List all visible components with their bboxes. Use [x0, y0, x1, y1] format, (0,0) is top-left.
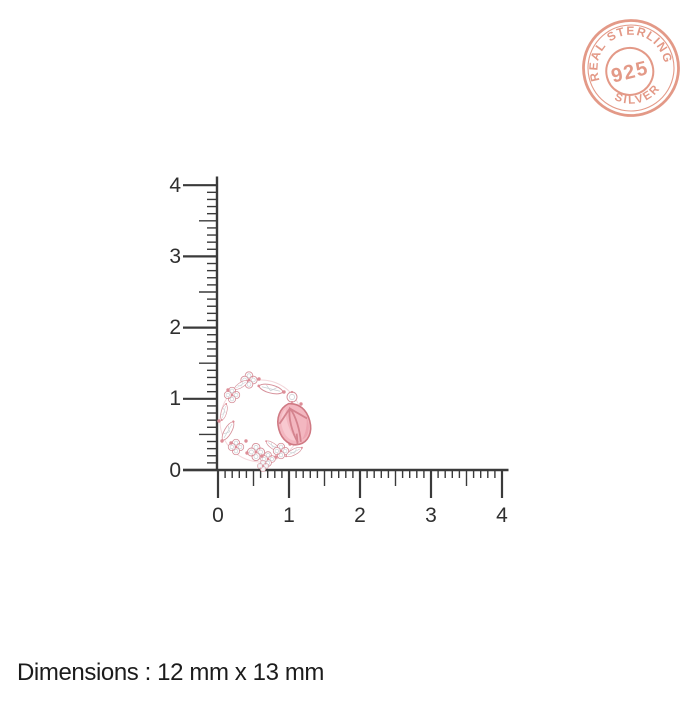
dimensions-caption: Dimensions : 12 mm x 13 mm — [17, 659, 325, 686]
vertical-ruler-label: 2 — [169, 316, 181, 339]
horizontal-ruler-label: 1 — [283, 504, 295, 527]
rose-bud — [277, 402, 312, 446]
horizontal-ruler: 0 1 2 3 4 — [183, 468, 509, 527]
vertical-ruler-ticks — [183, 184, 217, 472]
horizontal-ruler-ticks — [216, 470, 504, 498]
silver-stamp: REAL STERLING 925 SILVER — [577, 14, 680, 117]
stamp-outer-ring — [582, 19, 680, 117]
vertical-ruler-label: 1 — [169, 387, 181, 410]
vertical-ruler-label: 4 — [169, 174, 181, 197]
horizontal-ruler-label: 3 — [425, 504, 437, 527]
horizontal-ruler-label: 4 — [496, 504, 508, 527]
vertical-ruler-label: 0 — [169, 459, 181, 482]
stamp-inner-ring — [587, 24, 675, 112]
stamp-center-circle — [605, 46, 655, 96]
horizontal-ruler-label: 2 — [354, 504, 366, 527]
vertical-ruler: 4 3 2 1 0 — [169, 174, 219, 482]
rose-wreath-pendant-illustration — [217, 371, 312, 472]
stamp-hallmark-925: 925 — [609, 57, 651, 88]
vertical-ruler-label: 3 — [169, 245, 181, 268]
horizontal-ruler-label: 0 — [212, 504, 224, 527]
